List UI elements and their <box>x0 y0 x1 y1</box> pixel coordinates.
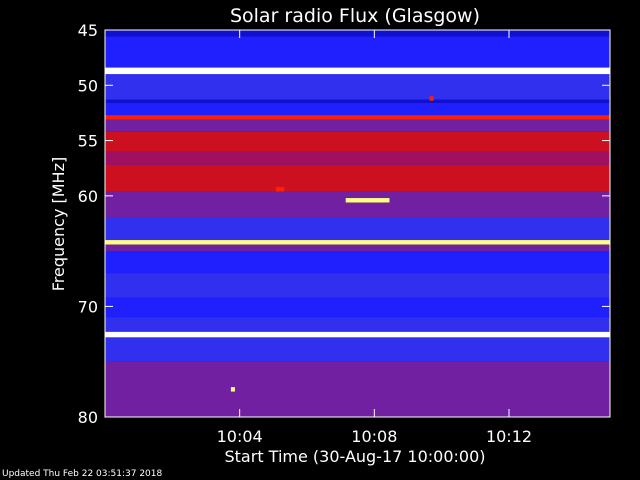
x-axis-label: Start Time (30-Aug-17 10:00:00) <box>225 447 486 466</box>
x-tick-label: 10:12 <box>486 427 532 446</box>
frequency-band <box>105 244 610 252</box>
radio-burst <box>429 96 434 101</box>
frequency-band <box>105 273 610 298</box>
radio-burst <box>345 198 390 203</box>
frequency-band <box>105 74 610 100</box>
frequency-band <box>105 317 610 332</box>
y-tick-label: 80 <box>78 408 98 427</box>
x-tick-label: 10:04 <box>217 427 263 446</box>
frequency-band <box>105 361 610 417</box>
y-tick-label: 50 <box>78 76 98 95</box>
plot-frame <box>104 29 611 418</box>
frequency-band <box>105 164 610 192</box>
frequency-band <box>105 297 610 318</box>
frequency-band <box>105 251 610 274</box>
y-tick-label: 55 <box>78 132 98 151</box>
frequency-band <box>105 102 610 116</box>
frequency-band <box>105 67 610 75</box>
frequency-band <box>105 131 610 152</box>
x-axis: 10:04 10:08 10:12 <box>217 30 532 446</box>
frequency-band <box>105 151 610 165</box>
y-tick-label: 45 <box>78 21 98 40</box>
radio-burst <box>230 387 235 392</box>
y-axis: 45 50 55 60 70 80 <box>78 21 610 427</box>
frequency-band <box>105 191 610 218</box>
chart-title: Solar radio Flux (Glasgow) <box>230 5 480 27</box>
frequency-band <box>105 99 610 103</box>
frequency-band <box>105 30 610 37</box>
x-tick-label: 10:08 <box>351 427 397 446</box>
frequency-band <box>105 36 610 68</box>
y-tick-label: 60 <box>78 187 98 206</box>
frequency-band <box>105 217 610 241</box>
frequency-band <box>105 240 610 245</box>
frequency-band <box>105 337 610 362</box>
updated-timestamp: Updated Thu Feb 22 03:51:37 2018 <box>2 469 163 479</box>
y-tick-label: 70 <box>78 297 98 316</box>
frequency-band <box>105 331 610 338</box>
spectrogram-plot-area <box>105 30 610 417</box>
frequency-band <box>105 119 610 132</box>
y-axis-label: Frequency [MHz] <box>49 157 68 291</box>
radio-burst <box>275 187 285 192</box>
frequency-band <box>105 115 610 120</box>
